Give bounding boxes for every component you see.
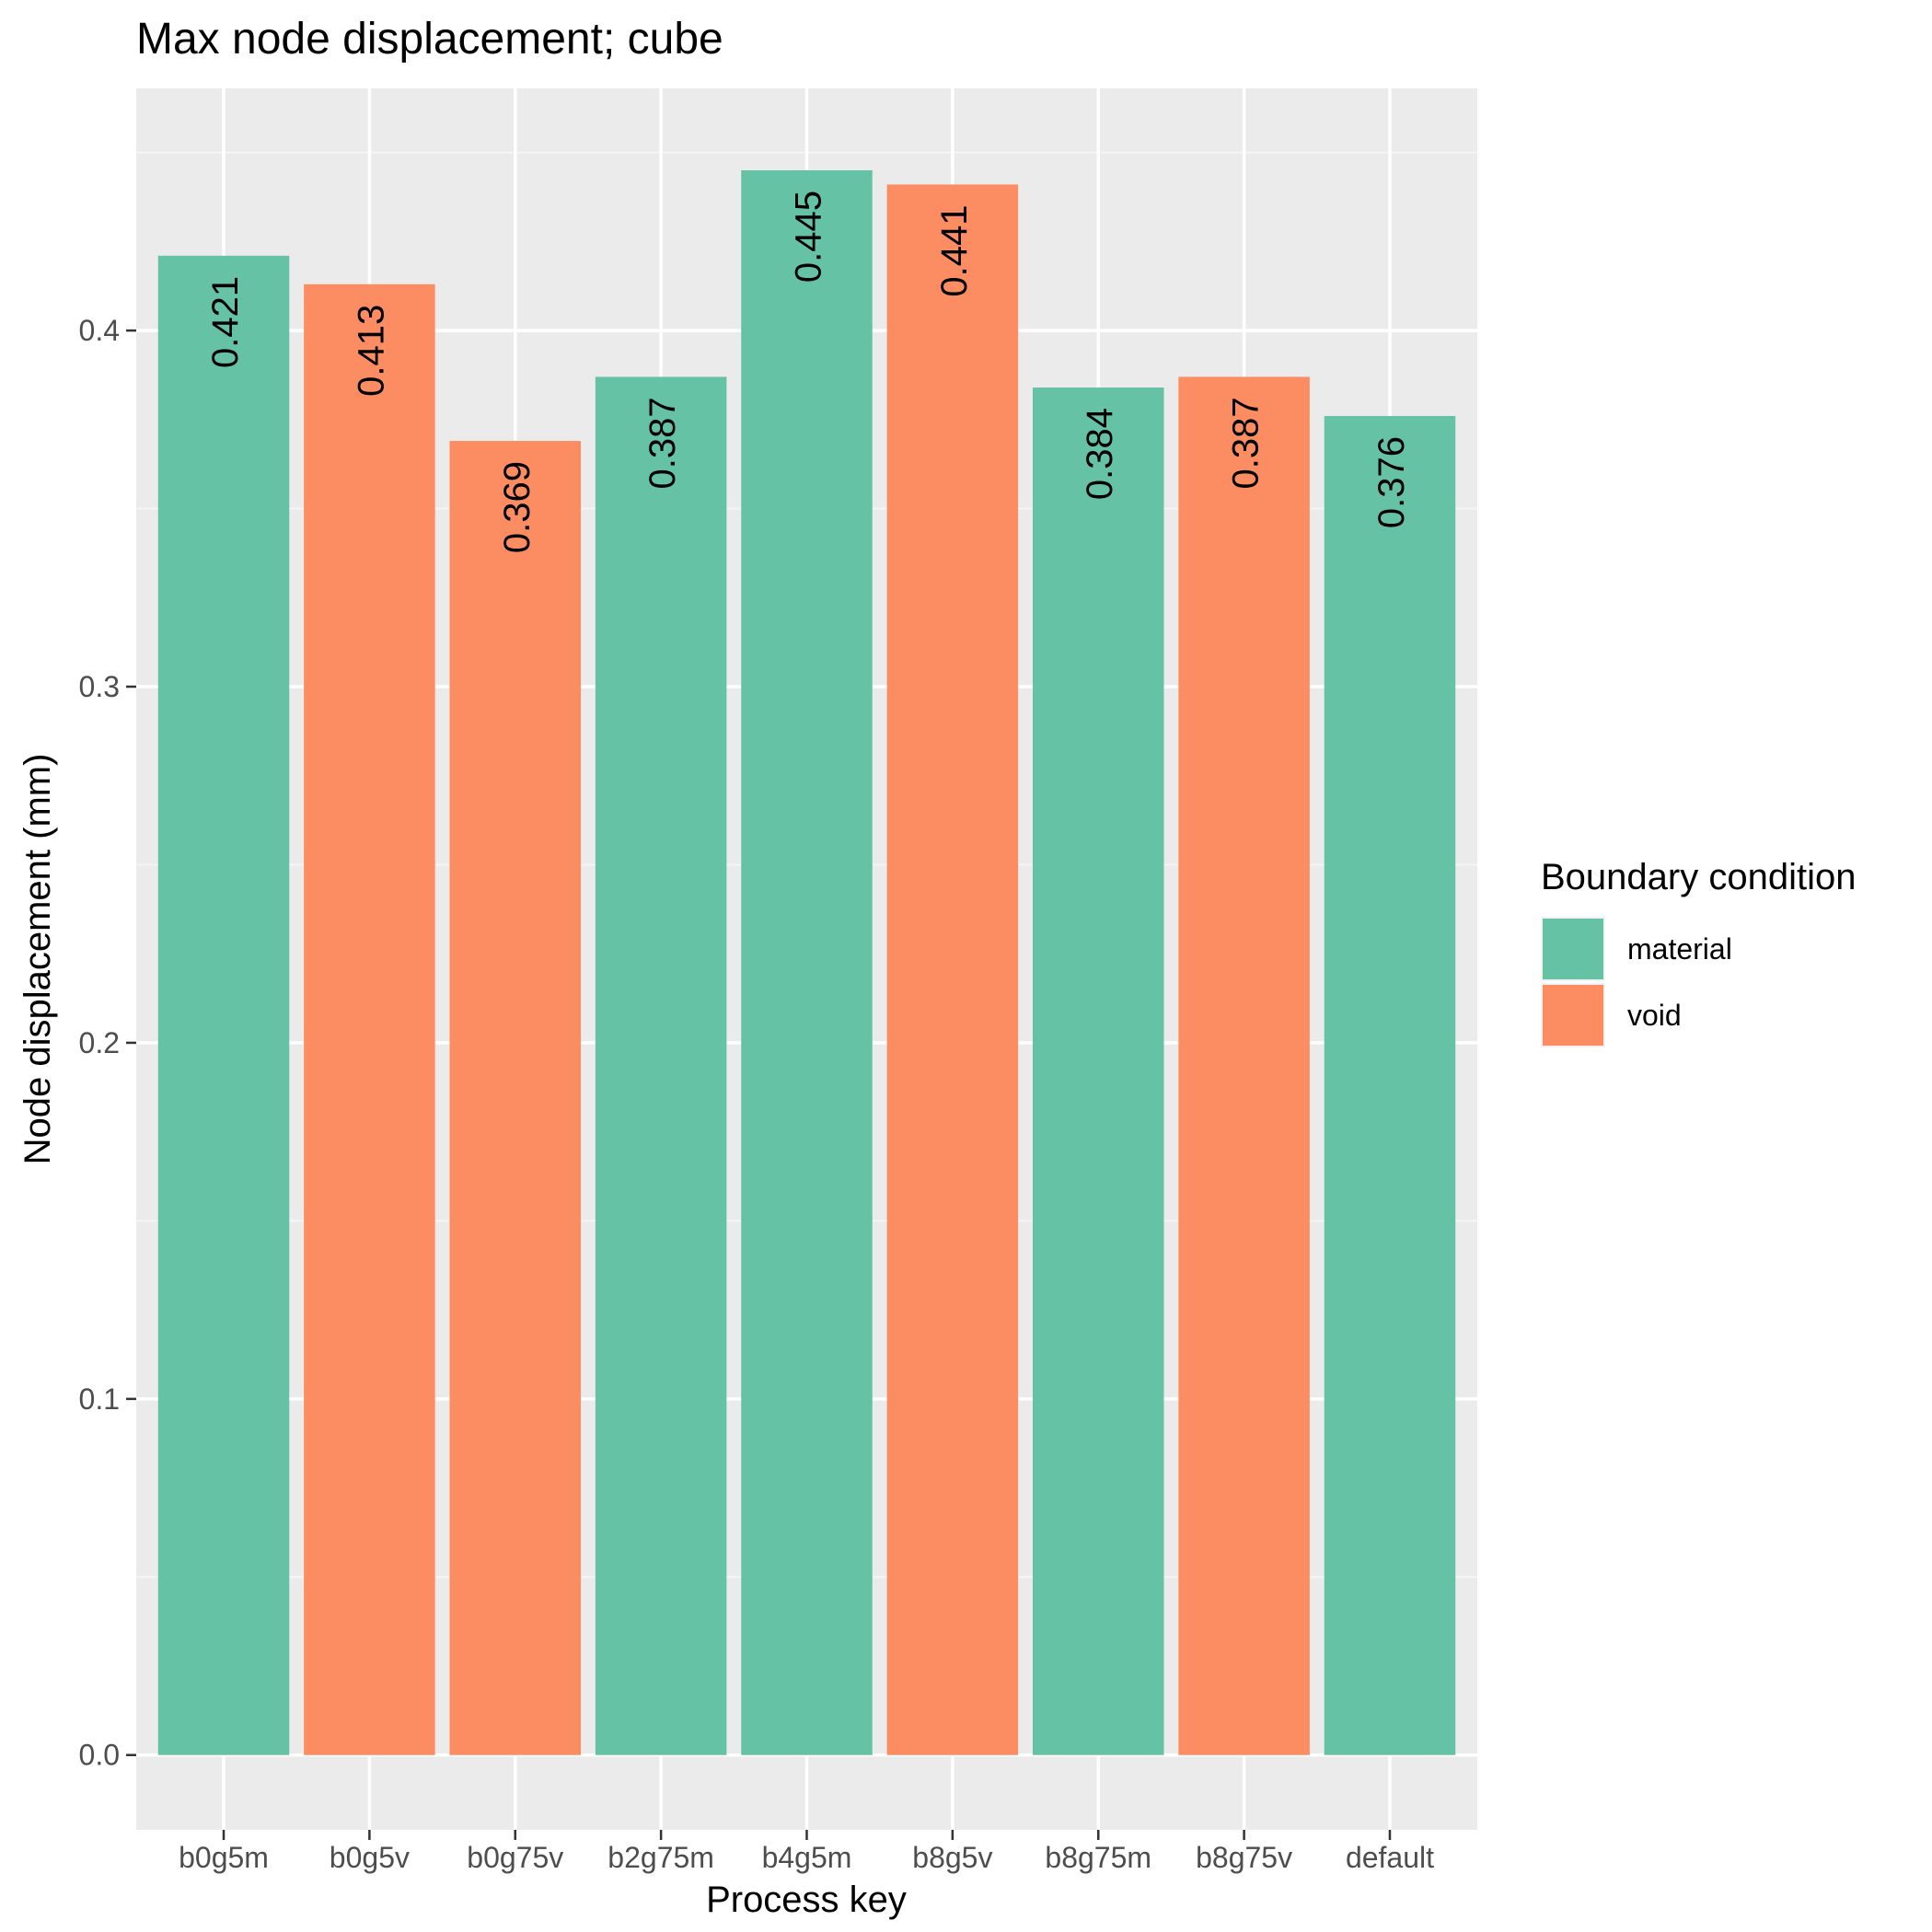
bar-b0g75v <box>449 441 582 1755</box>
x-tick-label: b4g5m <box>762 1841 852 1874</box>
y-axis: 0.0 0.1 0.2 0.3 0.4 <box>79 314 136 1772</box>
legend-label-void: void <box>1627 999 1682 1032</box>
x-tick-label: b0g75v <box>467 1841 563 1874</box>
x-tick-label: default <box>1346 1841 1434 1874</box>
x-tick-label: b8g75v <box>1196 1841 1292 1874</box>
x-tick-label: b8g75m <box>1045 1841 1151 1874</box>
bar-default <box>1324 415 1456 1755</box>
x-axis: b0g5m b0g5v b0g75v b2g75m b4g5m b8g5v b8g75m b8… <box>179 1830 1434 1874</box>
bar-value-labels: 0.421 0.413 0.369 0.387 0.445 0.441 0.384 0.387… <box>205 191 1412 553</box>
legend: Boundary condition material void <box>1541 857 1856 1047</box>
bar-label-b8g5v: 0.441 <box>934 204 975 296</box>
bar-label-b0g5m: 0.421 <box>205 276 246 368</box>
x-tick-label: b2g75m <box>607 1841 714 1874</box>
y-axis-title: Node displacement (mm) <box>17 754 58 1165</box>
y-tick-label: 0.4 <box>79 314 120 347</box>
bar-label-b0g75v: 0.369 <box>497 461 538 553</box>
bar-b8g5v <box>886 184 1019 1755</box>
y-tick-label: 0.0 <box>79 1739 120 1772</box>
bar-label-b0g5v: 0.413 <box>351 305 391 397</box>
bar-label-b8g75m: 0.384 <box>1080 408 1120 500</box>
x-tick-label: b8g5v <box>912 1841 992 1874</box>
y-tick-label: 0.2 <box>79 1026 120 1059</box>
chart-title: Max node displacement; cube <box>136 15 723 64</box>
y-tick-label: 0.3 <box>79 670 120 703</box>
bar-b0g5m <box>157 255 290 1755</box>
bar-b4g5m <box>741 169 873 1755</box>
legend-keys: material void <box>1541 917 1732 1047</box>
x-tick-label: b0g5m <box>179 1841 269 1874</box>
bar-b2g75m <box>595 376 727 1755</box>
bar-label-b8g75v: 0.387 <box>1226 397 1267 489</box>
x-axis-title: Process key <box>706 1880 907 1920</box>
x-tick-label: b0g5v <box>330 1841 410 1874</box>
bar-b8g75m <box>1032 388 1164 1755</box>
legend-swatch-void <box>1543 985 1603 1046</box>
legend-title: Boundary condition <box>1541 857 1856 897</box>
legend-swatch-material <box>1543 919 1603 979</box>
bar-b8g75v <box>1178 376 1310 1755</box>
legend-label-material: material <box>1627 932 1732 966</box>
bar-label-b4g5m: 0.445 <box>789 191 829 283</box>
bars <box>157 169 1456 1755</box>
bar-label-default: 0.376 <box>1371 436 1412 528</box>
y-tick-label: 0.1 <box>79 1382 120 1416</box>
bar-b0g5v <box>304 283 435 1755</box>
bar-label-b2g75m: 0.387 <box>642 397 683 489</box>
